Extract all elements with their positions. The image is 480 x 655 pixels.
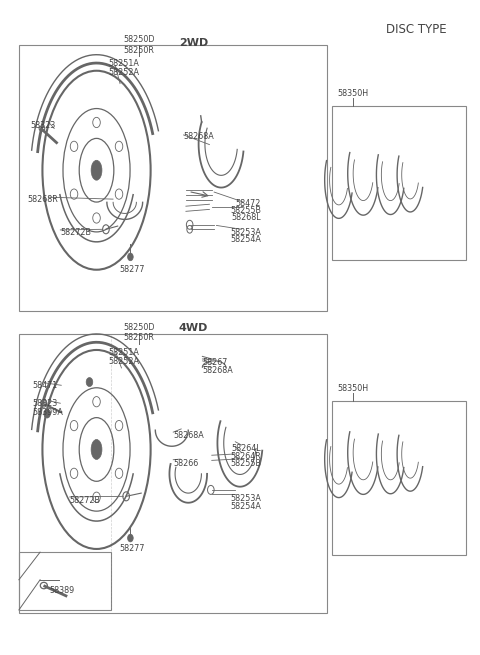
Text: 58250D: 58250D bbox=[123, 323, 155, 332]
Text: 58268R: 58268R bbox=[27, 195, 58, 204]
Text: 58251A: 58251A bbox=[108, 59, 139, 68]
Text: 58254A: 58254A bbox=[230, 502, 261, 511]
Text: 58323: 58323 bbox=[32, 400, 57, 409]
Text: 58277: 58277 bbox=[119, 544, 144, 553]
Text: 58250R: 58250R bbox=[123, 333, 154, 343]
Text: 58250D: 58250D bbox=[123, 35, 155, 45]
Text: 58264L: 58264L bbox=[231, 444, 261, 453]
Bar bbox=[19, 552, 110, 610]
Text: 58272B: 58272B bbox=[70, 496, 101, 505]
Text: 58252A: 58252A bbox=[108, 68, 139, 77]
Text: 58255B: 58255B bbox=[230, 459, 261, 468]
Text: 58472: 58472 bbox=[236, 199, 261, 208]
Text: 58250R: 58250R bbox=[123, 46, 154, 55]
Ellipse shape bbox=[91, 440, 102, 459]
Text: 2WD: 2WD bbox=[179, 38, 208, 48]
Text: 58252A: 58252A bbox=[108, 357, 139, 366]
Text: 58253A: 58253A bbox=[230, 494, 261, 503]
Bar bbox=[19, 334, 327, 613]
Text: 58268L: 58268L bbox=[231, 214, 261, 222]
Ellipse shape bbox=[91, 160, 102, 180]
Text: DISC TYPE: DISC TYPE bbox=[386, 22, 447, 35]
Circle shape bbox=[128, 534, 133, 542]
Bar bbox=[19, 45, 327, 311]
Text: 58251A: 58251A bbox=[108, 348, 139, 357]
Text: 58264R: 58264R bbox=[230, 452, 261, 461]
Text: 4WD: 4WD bbox=[179, 323, 208, 333]
Text: 58277: 58277 bbox=[119, 265, 144, 274]
Text: 58389: 58389 bbox=[49, 586, 75, 595]
Text: 58323: 58323 bbox=[31, 121, 56, 130]
Text: 58253A: 58253A bbox=[230, 228, 261, 237]
Circle shape bbox=[44, 409, 50, 418]
Text: 58268A: 58268A bbox=[203, 366, 233, 375]
Text: 58268A: 58268A bbox=[183, 132, 214, 141]
Text: 58272B: 58272B bbox=[60, 228, 91, 237]
Text: 58254A: 58254A bbox=[230, 235, 261, 244]
Circle shape bbox=[86, 377, 93, 386]
Text: 58266: 58266 bbox=[173, 459, 198, 468]
Text: 58255B: 58255B bbox=[230, 206, 261, 215]
Text: 58350H: 58350H bbox=[337, 384, 369, 393]
Text: 58267: 58267 bbox=[203, 358, 228, 367]
Text: 58399A: 58399A bbox=[32, 408, 63, 417]
Bar bbox=[332, 106, 466, 260]
Text: 58471: 58471 bbox=[32, 381, 57, 390]
Bar bbox=[332, 402, 466, 555]
Text: 58350H: 58350H bbox=[337, 88, 369, 98]
Text: 58268A: 58268A bbox=[173, 432, 204, 441]
Circle shape bbox=[128, 253, 133, 261]
